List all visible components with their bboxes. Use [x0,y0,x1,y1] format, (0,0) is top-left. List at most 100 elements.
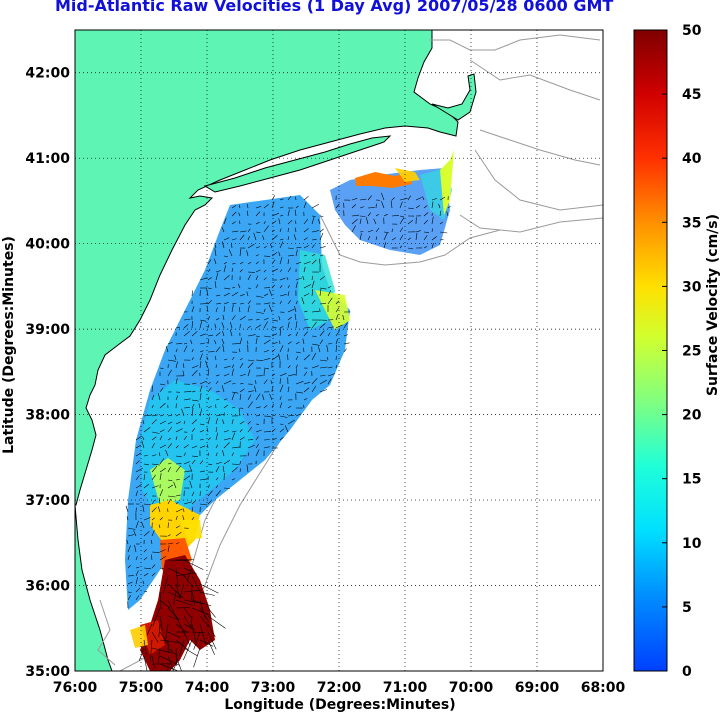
velocity-vector [167,342,173,345]
velocity-vector [269,243,273,249]
velocity-vector [231,463,240,465]
velocity-vector [183,508,185,513]
velocity-vector [327,285,332,289]
velocity-vector [126,516,129,521]
long-island [203,135,392,193]
velocity-vector [175,395,178,401]
velocity-vector [149,639,153,662]
velocity-vector [431,243,434,249]
velocity-vector [175,428,183,433]
velocity-vector [343,322,348,329]
velocity-vector [399,227,404,233]
velocity-vector [127,595,131,601]
velocity-vector [311,215,316,217]
velocity-vector [311,239,317,241]
velocity-vector [199,460,204,465]
velocity-vector [279,326,284,329]
velocity-vector [175,378,178,385]
velocity-vector [247,228,251,233]
velocity-vector [327,290,332,297]
velocity-vector [311,230,320,233]
velocity-vector [263,404,268,409]
velocity-vector [271,438,277,441]
velocity-vector [183,398,191,401]
velocity-vector [127,581,133,585]
velocity-vector [198,403,201,409]
velocity-vector [294,209,297,217]
velocity-vector [247,426,253,433]
velocity-vector [271,403,274,409]
velocity-vector [223,261,228,265]
velocity-vector [207,277,212,281]
velocity-vector [255,269,261,273]
velocity-vector [141,440,145,449]
velocity-vector [215,391,220,393]
velocity-vector [214,243,217,249]
velocity-vector [247,444,255,449]
velocity-vector [199,430,205,433]
velocity-vector [182,370,185,377]
velocity-vector [191,445,198,449]
velocity-vector [431,201,434,209]
velocity-vector [206,288,209,297]
velocity-vector [191,459,196,465]
velocity-vector [287,308,295,313]
velocity-vector [247,369,251,377]
velocity-vector [287,195,292,201]
velocity-vector [263,203,269,209]
velocity-vector [239,468,241,473]
velocity-vector [127,527,136,530]
velocity-vector [342,314,345,321]
velocity-vector [167,443,173,449]
velocity-vector [295,391,303,394]
velocity-vector [279,241,284,249]
longitude-tick-label: 72:00 [317,680,362,696]
velocity-vector [399,245,403,249]
colorbar-tick-label: 0 [682,664,692,680]
velocity-vector [239,261,244,265]
velocity-vector [167,437,172,441]
velocity-vector [143,492,148,497]
velocity-vector [222,344,225,353]
velocity-vector [239,421,245,425]
velocity-vector [270,380,273,385]
velocity-vector [311,280,315,289]
velocity-vector [303,371,308,377]
velocity-vector [199,439,204,441]
velocity-vector [151,647,173,654]
velocity-vector [175,655,182,671]
velocity-vector [207,417,211,425]
velocity-vector [415,232,418,241]
velocity-vector [271,235,278,241]
colorbar-ticks: 0 5 10 15 20 25 30 35 40 45 50 [662,23,702,680]
velocity-vector [215,404,217,409]
velocity-vector [255,335,260,337]
velocity-vector [255,311,264,314]
velocity-vector [271,333,277,337]
colorbar-tick-label: 15 [682,472,701,488]
velocity-vector [279,384,284,393]
velocity-vector [399,198,408,201]
velocity-vector [287,354,289,361]
velocity-vector [303,319,309,321]
velocity-vector [279,238,284,241]
velocity-vector [215,466,220,473]
velocity-vector [271,342,278,345]
longitude-tick-label: 69:00 [515,680,560,696]
velocity-vector [271,428,276,433]
velocity-vector [246,210,249,217]
velocity-vector [279,285,283,289]
velocity-vector [151,655,155,668]
velocity-vector [165,449,169,457]
velocity-vector [423,212,429,217]
velocity-vector [214,339,217,345]
velocity-vector [223,292,230,297]
velocity-vector [255,295,264,298]
velocity-vector [199,408,203,417]
velocity-vector [231,287,236,289]
velocity-vector [303,245,309,249]
velocity-vector [295,205,299,209]
velocity-vector [262,394,265,401]
velocity-vector [359,233,362,241]
velocity-vector [287,365,291,369]
